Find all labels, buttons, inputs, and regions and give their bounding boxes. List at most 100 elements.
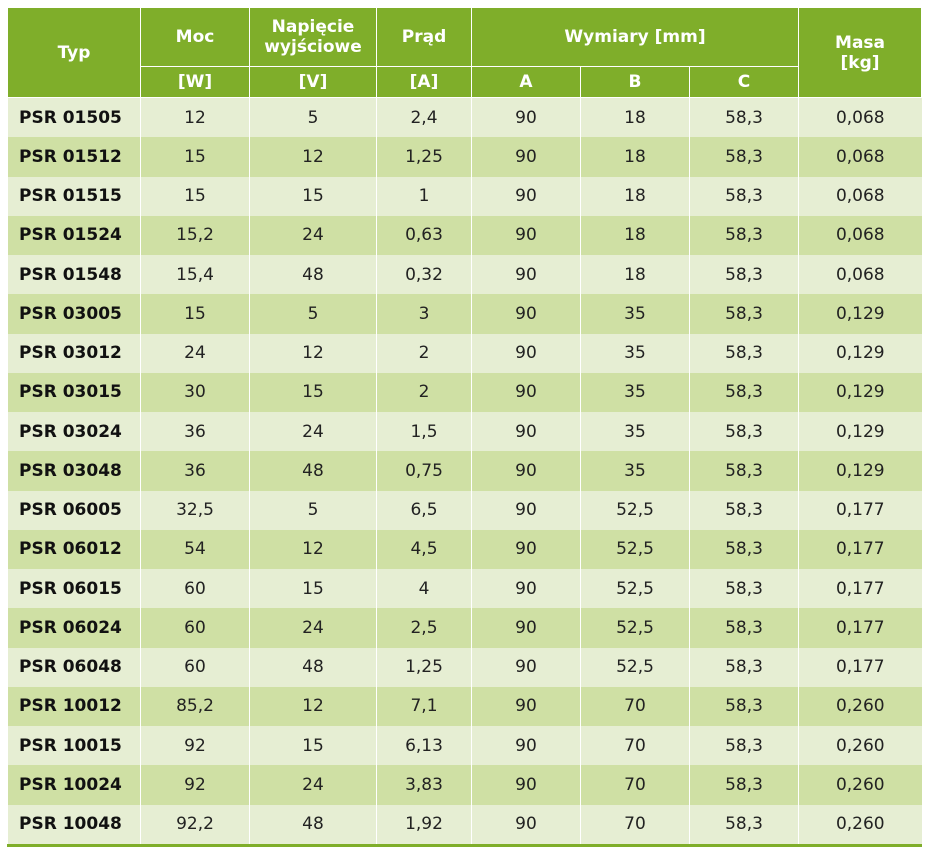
cell-typ: PSR 03024 bbox=[7, 412, 141, 452]
cell-c: 58,3 bbox=[688, 255, 799, 295]
cell-b: 70 bbox=[580, 765, 690, 805]
table-row: PSR 10024 92 24 3,83 90 70 58,3 0,260 bbox=[7, 765, 922, 805]
cell-a: 90 bbox=[471, 569, 581, 609]
cell-moc: 15 bbox=[140, 176, 250, 216]
cell-napiecie: 15 bbox=[249, 372, 377, 412]
cell-b: 18 bbox=[580, 255, 690, 295]
cell-typ: PSR 06005 bbox=[7, 490, 141, 530]
cell-prad: 1,25 bbox=[376, 647, 472, 687]
cell-a: 90 bbox=[471, 255, 581, 295]
header-moc: Moc bbox=[140, 7, 250, 67]
cell-typ: PSR 03048 bbox=[7, 451, 141, 491]
cell-napiecie: 24 bbox=[249, 765, 377, 805]
cell-c: 58,3 bbox=[688, 726, 799, 766]
header-unit-moc: [W] bbox=[140, 66, 250, 98]
cell-napiecie: 48 bbox=[249, 647, 377, 687]
cell-masa: 0,068 bbox=[798, 255, 922, 295]
cell-prad: 4,5 bbox=[376, 529, 472, 569]
cell-moc: 30 bbox=[140, 372, 250, 412]
cell-prad: 0,75 bbox=[376, 451, 472, 491]
cell-b: 35 bbox=[580, 451, 690, 491]
cell-napiecie: 24 bbox=[249, 215, 377, 255]
table-row: PSR 10048 92,2 48 1,92 90 70 58,3 0,260 bbox=[7, 804, 922, 847]
cell-moc: 12 bbox=[140, 97, 250, 138]
cell-typ: PSR 03012 bbox=[7, 333, 141, 373]
table-row: PSR 01512 15 12 1,25 90 18 58,3 0,068 bbox=[7, 137, 922, 177]
cell-napiecie: 24 bbox=[249, 608, 377, 648]
cell-typ: PSR 03005 bbox=[7, 294, 141, 334]
table-row: PSR 06015 60 15 4 90 52,5 58,3 0,177 bbox=[7, 569, 922, 609]
cell-typ: PSR 01512 bbox=[7, 137, 141, 177]
header-napiecie-line2: wyjściowe bbox=[264, 37, 362, 57]
cell-prad: 7,1 bbox=[376, 686, 472, 726]
cell-masa: 0,177 bbox=[798, 608, 922, 648]
cell-b: 35 bbox=[580, 294, 690, 334]
cell-c: 58,3 bbox=[688, 765, 799, 805]
cell-moc: 36 bbox=[140, 412, 250, 452]
cell-c: 58,3 bbox=[688, 647, 799, 687]
cell-b: 35 bbox=[580, 412, 690, 452]
cell-masa: 0,129 bbox=[798, 412, 922, 452]
cell-masa: 0,177 bbox=[798, 490, 922, 530]
cell-c: 58,3 bbox=[688, 686, 799, 726]
cell-masa: 0,177 bbox=[798, 647, 922, 687]
cell-c: 58,3 bbox=[688, 451, 799, 491]
table-row: PSR 06005 32,5 5 6,5 90 52,5 58,3 0,177 bbox=[7, 490, 922, 530]
header-unit-nap: [V] bbox=[249, 66, 377, 98]
cell-moc: 85,2 bbox=[140, 686, 250, 726]
cell-prad: 0,63 bbox=[376, 215, 472, 255]
table-header: Typ Moc Napięcie wyjściowe Prąd Wymiary … bbox=[7, 7, 923, 98]
cell-moc: 60 bbox=[140, 608, 250, 648]
cell-c: 58,3 bbox=[688, 490, 799, 530]
cell-a: 90 bbox=[471, 490, 581, 530]
cell-moc: 15 bbox=[140, 137, 250, 177]
cell-c: 58,3 bbox=[688, 176, 799, 216]
header-napiecie: Napięcie wyjściowe bbox=[249, 7, 377, 67]
cell-prad: 2,5 bbox=[376, 608, 472, 648]
cell-napiecie: 12 bbox=[249, 333, 377, 373]
cell-moc: 92,2 bbox=[140, 804, 250, 847]
table-row: PSR 01515 15 15 1 90 18 58,3 0,068 bbox=[7, 176, 922, 216]
cell-c: 58,3 bbox=[688, 372, 799, 412]
table-row: PSR 10015 92 15 6,13 90 70 58,3 0,260 bbox=[7, 726, 922, 766]
cell-masa: 0,260 bbox=[798, 726, 922, 766]
table-row: PSR 06048 60 48 1,25 90 52,5 58,3 0,177 bbox=[7, 647, 922, 687]
header-masa: Masa [kg] bbox=[798, 7, 923, 98]
cell-c: 58,3 bbox=[688, 137, 799, 177]
cell-b: 18 bbox=[580, 137, 690, 177]
cell-b: 35 bbox=[580, 333, 690, 373]
cell-napiecie: 5 bbox=[249, 294, 377, 334]
cell-prad: 2 bbox=[376, 372, 472, 412]
header-dim-c: C bbox=[688, 66, 800, 98]
table-row: PSR 03015 30 15 2 90 35 58,3 0,129 bbox=[7, 372, 922, 412]
cell-c: 58,3 bbox=[688, 215, 799, 255]
table-body: PSR 01505 12 5 2,4 90 18 58,3 0,068 PSR 01512 15 1… bbox=[7, 97, 922, 847]
cell-napiecie: 12 bbox=[249, 137, 377, 177]
header-prad: Prąd bbox=[376, 7, 472, 67]
table-row: PSR 03024 36 24 1,5 90 35 58,3 0,129 bbox=[7, 412, 922, 452]
cell-a: 90 bbox=[471, 412, 581, 452]
cell-typ: PSR 01524 bbox=[7, 215, 141, 255]
cell-masa: 0,260 bbox=[798, 765, 922, 805]
cell-moc: 24 bbox=[140, 333, 250, 373]
cell-a: 90 bbox=[471, 333, 581, 373]
cell-prad: 0,32 bbox=[376, 255, 472, 295]
header-masa-line2: [kg] bbox=[840, 52, 880, 73]
header-napiecie-line1: Napięcie bbox=[271, 17, 355, 37]
cell-moc: 36 bbox=[140, 451, 250, 491]
cell-a: 90 bbox=[471, 529, 581, 569]
header-dim-b: B bbox=[580, 66, 690, 98]
cell-masa: 0,260 bbox=[798, 686, 922, 726]
cell-b: 52,5 bbox=[580, 529, 690, 569]
cell-b: 52,5 bbox=[580, 569, 690, 609]
cell-b: 35 bbox=[580, 372, 690, 412]
cell-masa: 0,068 bbox=[798, 137, 922, 177]
cell-a: 90 bbox=[471, 726, 581, 766]
table-row: PSR 01548 15,4 48 0,32 90 18 58,3 0,068 bbox=[7, 255, 922, 295]
cell-moc: 60 bbox=[140, 647, 250, 687]
cell-a: 90 bbox=[471, 686, 581, 726]
cell-b: 70 bbox=[580, 686, 690, 726]
cell-b: 18 bbox=[580, 97, 690, 138]
table-row: PSR 03048 36 48 0,75 90 35 58,3 0,129 bbox=[7, 451, 922, 491]
cell-a: 90 bbox=[471, 294, 581, 334]
